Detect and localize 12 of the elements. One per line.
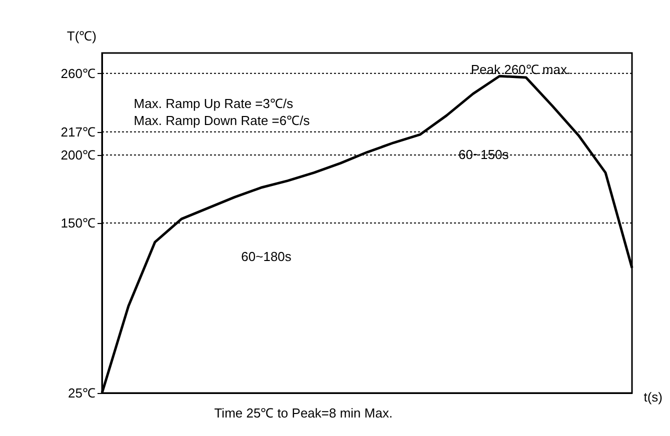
y-tick-label: 217℃ <box>60 124 96 140</box>
y-tick-label: 200℃ <box>60 148 96 162</box>
y-axis-title: T(℃) <box>66 28 96 44</box>
annotation: Max. Ramp Up Rate =3℃/s <box>134 96 294 111</box>
y-tick-label: 260℃ <box>60 66 96 81</box>
annotation: 60~180s <box>241 249 292 264</box>
text: Time 25℃ to Peak=8 min Max. <box>214 405 393 420</box>
y-tick-label: 150℃ <box>60 216 96 230</box>
annotation: Peak 260℃ max. <box>470 62 571 77</box>
x-axis-title: t(s) <box>644 390 662 404</box>
y-tick-label: 25℃ <box>68 386 96 400</box>
annotation: Max. Ramp Down Rate =6℃/s <box>134 113 310 128</box>
